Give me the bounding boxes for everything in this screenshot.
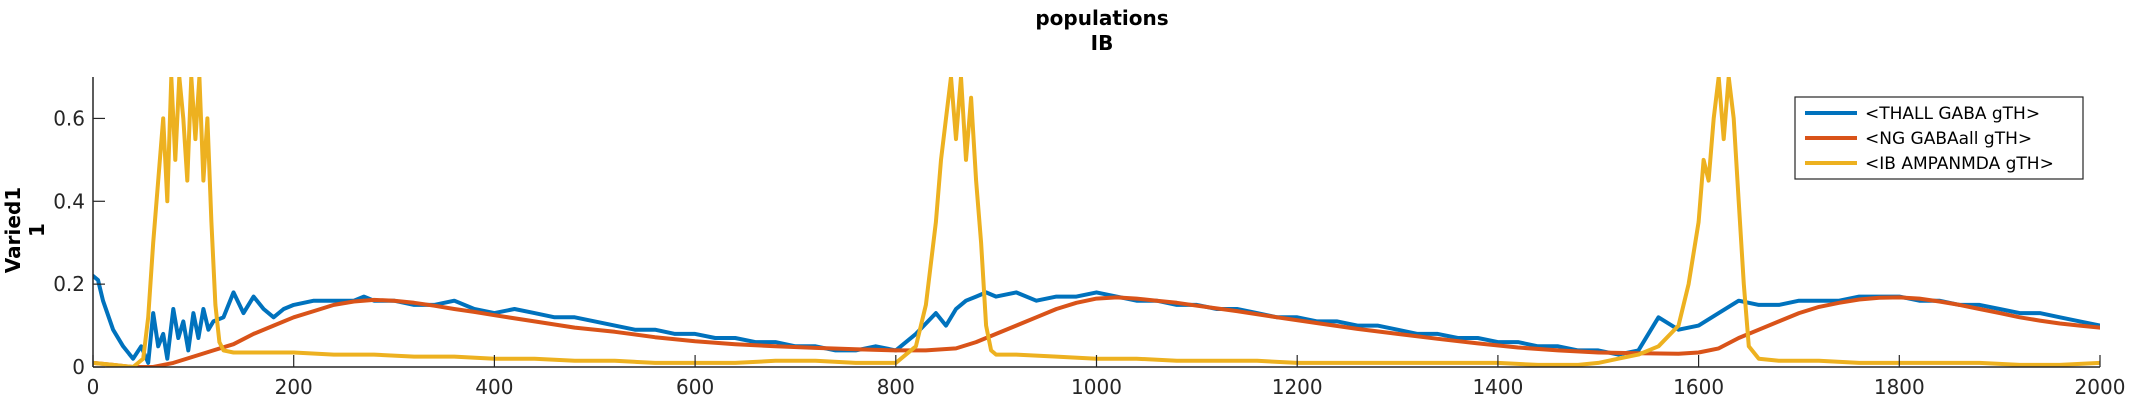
chart-subtitle: IB (1091, 31, 1114, 55)
x-tick-label: 2000 (2075, 375, 2126, 399)
x-tick-label: 600 (676, 375, 714, 399)
x-tick-label: 0 (87, 375, 100, 399)
x-tick-label: 400 (475, 375, 513, 399)
series-line-3 (93, 77, 2100, 367)
x-tick-label: 1400 (1472, 375, 1523, 399)
y-tick-label: 0 (72, 355, 85, 379)
series-line-2 (93, 295, 2100, 367)
x-tick-label: 1600 (1673, 375, 1724, 399)
series-line-1 (93, 273, 2100, 365)
x-tick-label: 1000 (1071, 375, 1122, 399)
legend-label-3: <IB AMPANMDA gTH> (1865, 154, 2054, 174)
series-layer (93, 77, 2100, 367)
y-axis-label-line1: Varied1 (1, 187, 25, 273)
x-tick-label: 1800 (1874, 375, 1925, 399)
axes: 0 200 400 600 800 1000 1200 1400 1600 1800 2000 0 0.… (53, 77, 2125, 399)
legend-label-2: <NG GABAall gTH> (1865, 129, 2032, 149)
chart-title: populations (1035, 6, 1168, 30)
y-axis-label-line2: 1 (25, 223, 49, 237)
y-tick-label: 0.4 (53, 189, 85, 213)
y-tick-label: 0.2 (53, 272, 85, 296)
legend: <THALL GABA gTH> <NG GABAall gTH> <IB AMPA… (1794, 96, 2084, 180)
x-tick-label: 1200 (1272, 375, 1323, 399)
x-tick-label: 200 (275, 375, 313, 399)
legend-label-1: <THALL GABA gTH> (1865, 104, 2040, 124)
y-tick-label: 0.6 (53, 106, 85, 130)
y-axis-label: Varied1 1 (1, 187, 49, 273)
x-tick-label: 800 (877, 375, 915, 399)
